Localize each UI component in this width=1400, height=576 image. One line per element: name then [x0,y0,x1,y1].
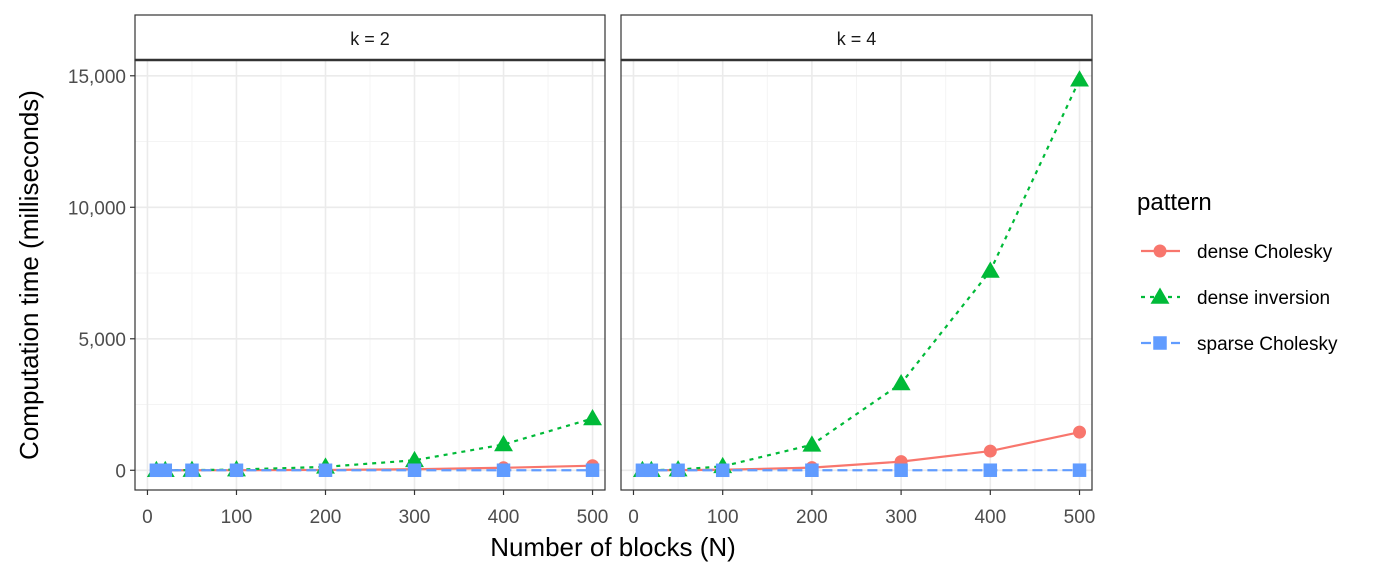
x-tick-label: 300 [399,507,431,528]
data-point [583,409,602,426]
data-point [185,463,199,478]
y-axis: 0 5,000 10,000 15,000 [68,67,135,482]
data-point [318,463,333,477]
data-point [585,463,600,477]
legend-marker [1153,244,1167,258]
data-point [158,463,173,478]
data-point [494,435,513,452]
data-point [407,463,422,477]
y-tick-label: 0 [115,461,126,482]
data-point [983,444,997,458]
legend-key-sparse-Cholesky: sparse Cholesky [1141,334,1338,355]
data-point [496,463,511,477]
x-tick-label: 400 [488,507,520,528]
x-tick-label: 0 [628,507,639,528]
x-tick-label: 200 [796,507,828,528]
x-tick-label: 100 [221,507,253,528]
legend-label: sparse Cholesky [1197,334,1338,355]
legend-marker [1153,336,1167,350]
x-tick-label: 500 [577,507,609,528]
data-point [644,463,659,478]
data-point [802,435,822,452]
data-point [1072,463,1087,477]
data-point [405,450,424,468]
series-line [642,79,1081,472]
legend-key-dense-inversion: dense inversion [1141,287,1330,309]
series-sparse-Cholesky [635,463,1087,478]
y-tick-label: 15,000 [68,67,126,88]
x-axis-title: Number of blocks (N) [490,532,736,562]
x-tick-label: 200 [310,507,342,528]
facet-strip [620,14,1093,61]
data-point [805,463,819,477]
legend-marker [1150,287,1170,304]
y-tick-label: 10,000 [68,198,126,219]
data-point [229,463,244,478]
facet-strip-label: k = 4 [837,29,877,49]
facet-strip-label: k = 2 [350,29,390,49]
series-sparse-Cholesky [149,463,600,478]
legend-label: dense Cholesky [1197,242,1333,263]
facet-strip [134,14,606,61]
y-tick-label: 5,000 [78,330,126,351]
data-point [1073,425,1086,439]
data-point [980,261,1000,278]
data-point [891,374,911,391]
data-point [983,463,998,477]
data-point [1070,70,1089,87]
y-axis-title: Computation time (milliseconds) [14,90,44,460]
series-line [156,417,593,472]
x-tick-label: 300 [885,507,917,528]
data-point [894,463,908,477]
data-point [671,463,685,478]
x-tick-label: 100 [707,507,739,528]
x-tick-label: 500 [1064,507,1096,528]
data-point [715,463,730,478]
legend-label: dense inversion [1197,288,1330,309]
facet-panels: k = 2 0 100 200 300 400 500 k = 4 0 100 200 300 400 5… [134,14,1096,528]
legend-title: pattern [1137,189,1212,216]
facet-panel: k = 4 0 100 200 300 400 500 [620,14,1096,528]
legend: pattern dense Cholesky dense inversion spa… [1137,189,1338,355]
x-tick-label: 0 [142,507,153,528]
x-tick-label: 400 [974,507,1006,528]
legend-key-dense-Cholesky: dense Cholesky [1141,242,1333,263]
legend-keys: dense Cholesky dense inversion sparse Chol… [1141,242,1338,355]
facet-panel: k = 2 0 100 200 300 400 500 [134,14,609,528]
